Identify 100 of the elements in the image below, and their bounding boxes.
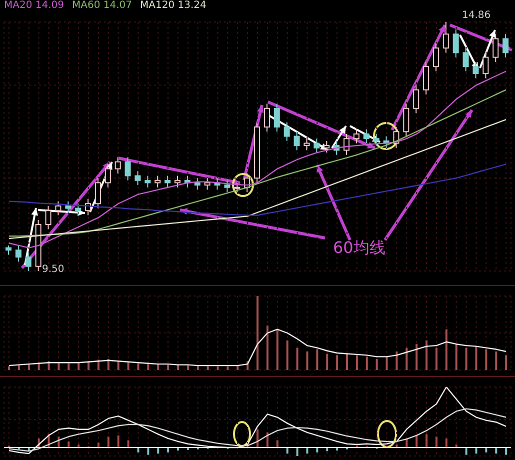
candlestick (45, 205, 52, 230)
candlestick (114, 156, 121, 174)
candlestick (413, 84, 420, 114)
annotation: 60均线 (333, 238, 386, 259)
bar (68, 363, 70, 370)
bar (186, 366, 189, 370)
bar (97, 442, 100, 448)
candlestick (304, 138, 310, 151)
bar (157, 448, 160, 454)
candlestick (284, 122, 290, 142)
bar (296, 348, 298, 370)
bar (366, 356, 368, 370)
bar (296, 448, 298, 456)
candlestick (502, 34, 509, 58)
candlestick (104, 164, 111, 188)
bar (426, 340, 428, 370)
bar (18, 366, 20, 370)
bar (8, 366, 10, 370)
text: 14.86 (462, 10, 491, 21)
candlestick (403, 103, 410, 137)
bar (416, 344, 418, 370)
candlestick (204, 178, 210, 190)
bar (455, 344, 458, 370)
bar (445, 329, 448, 370)
candlestick (462, 48, 469, 72)
candlestick (94, 178, 101, 209)
bar (117, 435, 120, 448)
bar (167, 364, 170, 370)
candlestick (174, 175, 180, 188)
bar (276, 440, 278, 448)
bar (426, 434, 428, 448)
bar (28, 364, 30, 370)
bar (107, 436, 110, 448)
bar (78, 362, 80, 370)
bar (416, 435, 418, 448)
annotation: 9.50 (42, 264, 64, 275)
bar (286, 448, 288, 454)
candlestick (324, 140, 330, 154)
bar (396, 352, 398, 370)
candlestick (194, 178, 200, 190)
candlestick (154, 175, 161, 188)
bar (505, 355, 508, 370)
bar (137, 448, 140, 452)
text: MA120 13.24 (140, 0, 206, 11)
bar (226, 366, 229, 370)
candlestick (134, 170, 141, 186)
bar (276, 329, 278, 370)
bar (485, 349, 488, 370)
bar (495, 448, 498, 454)
bar (316, 349, 318, 370)
bar (445, 438, 448, 448)
bar (475, 448, 478, 454)
candlestick (164, 175, 171, 188)
candlestick (442, 22, 449, 54)
candlestick (144, 175, 151, 188)
bar (346, 354, 348, 370)
candlestick (124, 156, 131, 181)
bar (465, 448, 468, 455)
candlestick (65, 200, 72, 214)
bar (147, 448, 150, 455)
bar (58, 362, 60, 370)
bar (107, 358, 110, 370)
text: MA20 14.09 (4, 0, 64, 11)
bar (406, 348, 408, 370)
candlestick (363, 128, 370, 144)
candlestick (492, 34, 499, 62)
candlestick (353, 128, 360, 144)
candlestick (75, 203, 82, 216)
bar (336, 355, 338, 370)
candlestick (15, 244, 22, 262)
text: MA60 14.07 (72, 0, 132, 11)
bar (306, 448, 308, 454)
bar (256, 429, 259, 448)
candlestick (6, 244, 12, 256)
bar (316, 448, 318, 452)
bar (117, 361, 120, 370)
candlestick (344, 133, 350, 156)
candlestick (274, 103, 280, 132)
bar (216, 366, 219, 370)
candlestick (432, 42, 439, 72)
candlestick (314, 138, 320, 154)
candlestick (423, 61, 430, 95)
bar (157, 364, 160, 370)
candlestick (452, 28, 459, 58)
candlestick (294, 131, 300, 151)
candlestick (224, 180, 230, 193)
bar (435, 436, 438, 448)
candlestick (25, 252, 32, 271)
candlestick (482, 52, 489, 79)
bar (386, 356, 388, 370)
bar (286, 340, 288, 370)
bar (326, 354, 328, 370)
candlestick (264, 103, 270, 132)
bar (465, 348, 468, 370)
bar (485, 448, 488, 452)
bar (306, 352, 308, 370)
bar (475, 346, 478, 370)
bar (356, 355, 358, 370)
bar (266, 326, 268, 370)
bar (147, 364, 150, 370)
